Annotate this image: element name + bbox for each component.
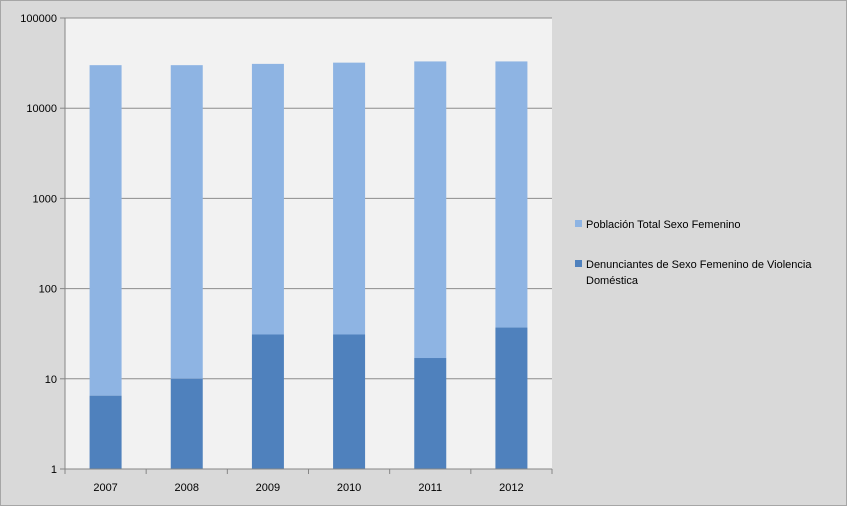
- bar-poblacion: [251, 63, 284, 335]
- bar-poblacion: [414, 61, 447, 359]
- x-tick-label: 2008: [175, 482, 199, 494]
- bar-denunciantes: [251, 334, 284, 469]
- bars: [89, 61, 528, 469]
- bar-poblacion: [495, 61, 528, 328]
- y-tick-labels: 1 10 100 1000 10000 100000: [20, 13, 57, 476]
- bar-denunciantes: [414, 358, 447, 469]
- y-tick-label: 10: [45, 374, 57, 386]
- bar-poblacion: [170, 65, 203, 379]
- bar-poblacion: [89, 65, 122, 396]
- plot-area: [65, 18, 552, 469]
- bar-denunciantes: [333, 334, 366, 469]
- bar-denunciantes: [495, 327, 528, 469]
- x-tick-label: 2009: [256, 482, 280, 494]
- legend: Población Total Sexo Femenino Denunciant…: [575, 219, 812, 287]
- bar-denunciantes: [170, 378, 203, 469]
- bar-denunciantes: [89, 395, 122, 469]
- y-tick-label: 10000: [26, 103, 57, 115]
- y-tick-label: 100: [39, 284, 57, 296]
- gridlines: [65, 17, 552, 380]
- y-tick-label: 1: [51, 464, 57, 476]
- legend-swatch-poblacion: [575, 220, 582, 227]
- legend-label-denunciantes: Denunciantes de Sexo Femenino de Violenc…: [586, 259, 812, 287]
- axes: [60, 17, 553, 474]
- x-tick-label: 2012: [499, 482, 523, 494]
- y-tick-label: 100000: [20, 13, 57, 25]
- bar-poblacion: [333, 62, 366, 335]
- legend-swatch-denunciantes: [575, 260, 582, 267]
- x-tick-label: 2010: [337, 482, 361, 494]
- x-tick-labels: 2007 2008 2009 2010 2011 2012: [93, 482, 523, 494]
- legend-label-poblacion: Población Total Sexo Femenino: [586, 219, 741, 231]
- x-tick-label: 2011: [418, 482, 442, 494]
- y-tick-label: 1000: [33, 193, 57, 205]
- x-tick-label: 2007: [93, 482, 117, 494]
